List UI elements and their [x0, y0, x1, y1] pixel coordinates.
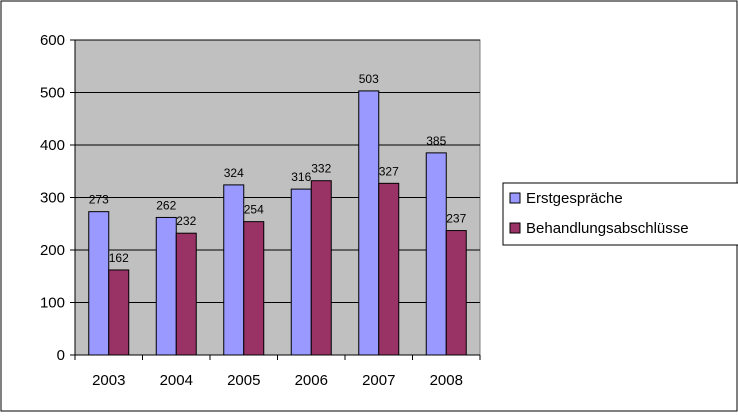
- data-label: 162: [109, 251, 129, 265]
- data-label: 232: [176, 214, 196, 228]
- bar: [175, 232, 197, 356]
- data-label: 237: [446, 212, 466, 226]
- x-tick-label: 2005: [227, 372, 260, 389]
- bar: [378, 182, 400, 356]
- y-tick-label: 500: [40, 85, 65, 102]
- data-label: 332: [311, 162, 331, 176]
- data-label: 273: [89, 193, 109, 207]
- x-tick-label: 2006: [295, 372, 328, 389]
- data-labels: 273 262 324 316 503 385 162 232 254 332 327 237: [89, 72, 467, 265]
- x-tick-label: 2008: [430, 372, 463, 389]
- y-tick-label: 400: [40, 137, 65, 154]
- bar: [310, 180, 332, 356]
- y-tick-label: 100: [40, 295, 65, 312]
- legend-swatch: [509, 192, 521, 204]
- y-tick-label: 0: [57, 347, 65, 364]
- y-tick-label: 300: [40, 190, 65, 207]
- bar: [243, 221, 265, 356]
- data-label: 262: [156, 198, 176, 212]
- gridlines: [75, 39, 480, 303]
- bar: [425, 152, 447, 356]
- x-tick-label: 2007: [362, 372, 395, 389]
- legend-label: Erstgespräche: [526, 190, 623, 207]
- data-label: 327: [379, 164, 399, 178]
- bar: [223, 184, 245, 356]
- bar: [358, 90, 380, 356]
- axes: 0 100 200 300 400 500 600 2003 2004 2005 2006 2007 2…: [40, 32, 481, 389]
- data-label: 254: [244, 203, 264, 217]
- legend-label: Behandlungsabschlüsse: [526, 220, 689, 237]
- bar: [290, 188, 312, 356]
- data-label: 324: [224, 166, 244, 180]
- bar: [445, 230, 467, 356]
- data-label: 316: [291, 170, 311, 184]
- legend: Erstgespräche Behandlungsabschlüsse: [502, 182, 738, 246]
- bar: [88, 211, 110, 356]
- bar: [155, 216, 177, 356]
- x-tick-label: 2003: [92, 372, 125, 389]
- y-tick-label: 600: [40, 32, 65, 49]
- data-label: 503: [359, 72, 379, 86]
- legend-box: [502, 182, 738, 246]
- legend-swatch: [509, 222, 521, 234]
- bar: [108, 269, 130, 356]
- x-tick-label: 2004: [160, 372, 193, 389]
- bars: [88, 90, 467, 356]
- data-label: 385: [426, 134, 446, 148]
- y-tick-label: 200: [40, 242, 65, 259]
